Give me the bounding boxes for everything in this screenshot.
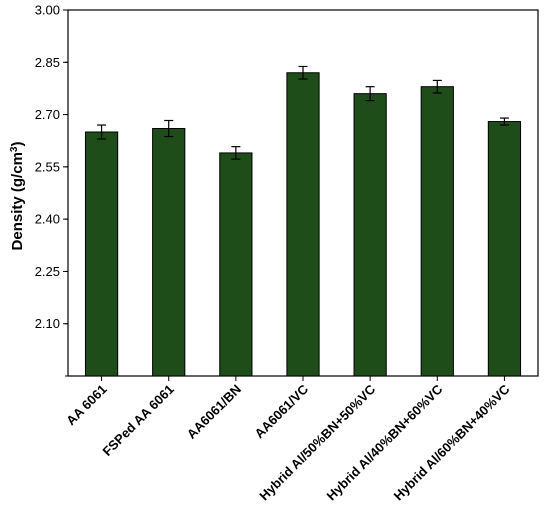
bar xyxy=(286,72,320,377)
x-tick-label: FSPed AA 6061 xyxy=(99,382,176,459)
bar xyxy=(219,152,253,377)
bar xyxy=(353,93,387,377)
y-tick-label: 2.40 xyxy=(35,212,60,227)
x-tick-label: AA6061/BN xyxy=(184,382,244,442)
x-tick-label: Hybrid Al/50%BN+50%VC xyxy=(256,381,378,503)
y-tick-labels: 2.10 2.25 2.40 2.55 2.70 2.85 3.00 xyxy=(35,3,60,332)
x-tick-label: Hybrid Al/40%BN+60%VC xyxy=(324,381,446,503)
y-tick-label: 2.10 xyxy=(35,316,60,331)
x-tick-label: AA6061/VC xyxy=(251,381,311,441)
bar xyxy=(152,128,186,377)
y-axis-title: Density (g/cm3) xyxy=(9,142,27,251)
y-tick-label: 2.25 xyxy=(35,264,60,279)
y-tick-label: 3.00 xyxy=(35,3,60,18)
bar-series xyxy=(84,65,522,377)
x-tick-label: AA 6061 xyxy=(63,382,110,429)
y-tick-label: 2.70 xyxy=(35,107,60,122)
y-tick-label: 2.85 xyxy=(35,55,60,70)
bar xyxy=(487,121,522,377)
x-tick-label: Hybrid Al/60%BN+40%VC xyxy=(391,381,513,503)
bar xyxy=(84,131,119,377)
y-tick-label: 2.55 xyxy=(35,159,60,174)
bar xyxy=(420,86,454,377)
